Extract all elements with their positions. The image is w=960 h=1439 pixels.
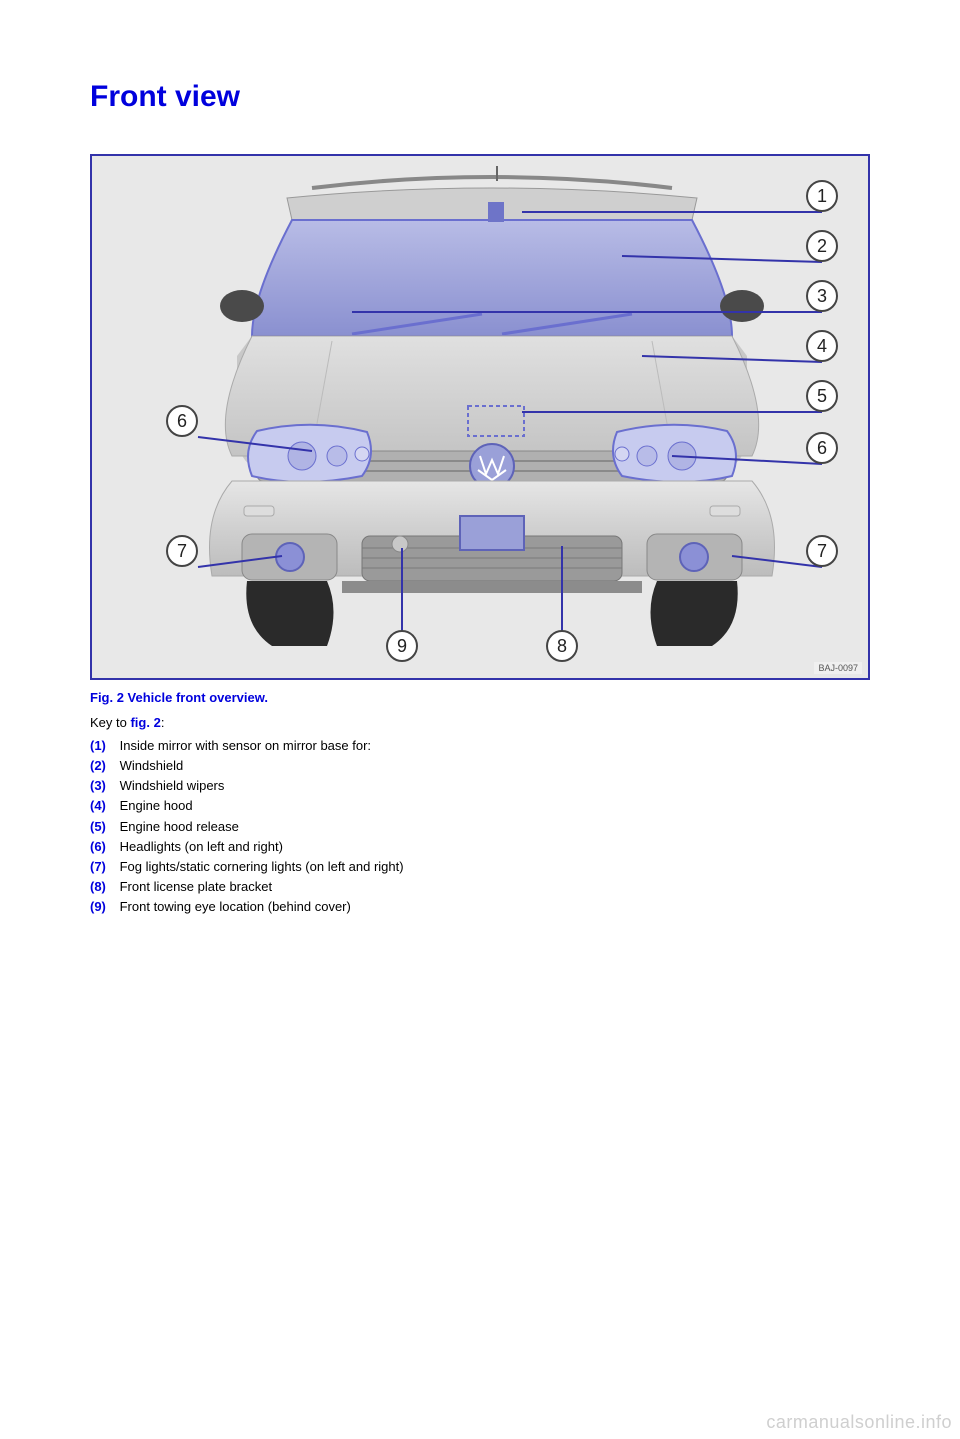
list-item: (7) Fog lights/static cornering lights (… xyxy=(90,857,870,877)
callout-badge: 6 xyxy=(806,432,838,464)
callout-badge: 2 xyxy=(806,230,838,262)
callout-badge: 4 xyxy=(806,330,838,362)
list-item: (2) Windshield xyxy=(90,756,870,776)
list-item-number: (8) xyxy=(90,877,116,897)
list-item-number: (3) xyxy=(90,776,116,796)
list-item: (4) Engine hood xyxy=(90,796,870,816)
list-item-text: Front towing eye location (behind cover) xyxy=(116,899,351,914)
list-item-number: (7) xyxy=(90,857,116,877)
list-item-text: Headlights (on left and right) xyxy=(116,839,283,854)
list-item: (3) Windshield wipers xyxy=(90,776,870,796)
list-item-number: (9) xyxy=(90,897,116,917)
list-item-text: Fog lights/static cornering lights (on l… xyxy=(116,859,404,874)
callout-badge: 7 xyxy=(166,535,198,567)
figure-caption: Fig. 2 Vehicle front overview. xyxy=(90,690,870,705)
list-item-number: (2) xyxy=(90,756,116,776)
list-item-text: Windshield xyxy=(116,758,183,773)
list-item: (6) Headlights (on left and right) xyxy=(90,837,870,857)
list-item-number: (4) xyxy=(90,796,116,816)
list-item-text: Front license plate bracket xyxy=(116,879,272,894)
page-title: Front view xyxy=(90,80,870,114)
key-intro-prefix: Key to xyxy=(90,715,130,730)
list-item-number: (5) xyxy=(90,817,116,837)
figure-box: 1 2 3 4 5 6 6 7 7 8 9 BAJ-0097 xyxy=(90,154,870,680)
list-item-text: Engine hood release xyxy=(116,819,239,834)
key-intro: Key to fig. 2: xyxy=(90,715,870,730)
list-item-text: Engine hood xyxy=(116,798,193,813)
callout-badge: 5 xyxy=(806,380,838,412)
key-intro-figref: fig. 2 xyxy=(130,715,160,730)
list-item-text: Inside mirror with sensor on mirror base… xyxy=(116,738,371,753)
callout-badge: 1 xyxy=(806,180,838,212)
callout-badge: 7 xyxy=(806,535,838,567)
list-item-number: (6) xyxy=(90,837,116,857)
figure-credit: BAJ-0097 xyxy=(814,662,862,674)
watermark: carmanualsonline.info xyxy=(766,1412,952,1433)
callout-badge: 6 xyxy=(166,405,198,437)
callout-badge: 8 xyxy=(546,630,578,662)
leader-lines xyxy=(92,156,870,680)
list-item: (5) Engine hood release xyxy=(90,817,870,837)
list-item: (1) Inside mirror with sensor on mirror … xyxy=(90,736,870,756)
list-item: (8) Front license plate bracket xyxy=(90,877,870,897)
callout-list: (1) Inside mirror with sensor on mirror … xyxy=(90,736,870,917)
callout-badge: 3 xyxy=(806,280,838,312)
callout-badge: 9 xyxy=(386,630,418,662)
list-item: (9) Front towing eye location (behind co… xyxy=(90,897,870,917)
list-item-text: Windshield wipers xyxy=(116,778,224,793)
list-item-number: (1) xyxy=(90,736,116,756)
key-intro-suffix: : xyxy=(161,715,165,730)
